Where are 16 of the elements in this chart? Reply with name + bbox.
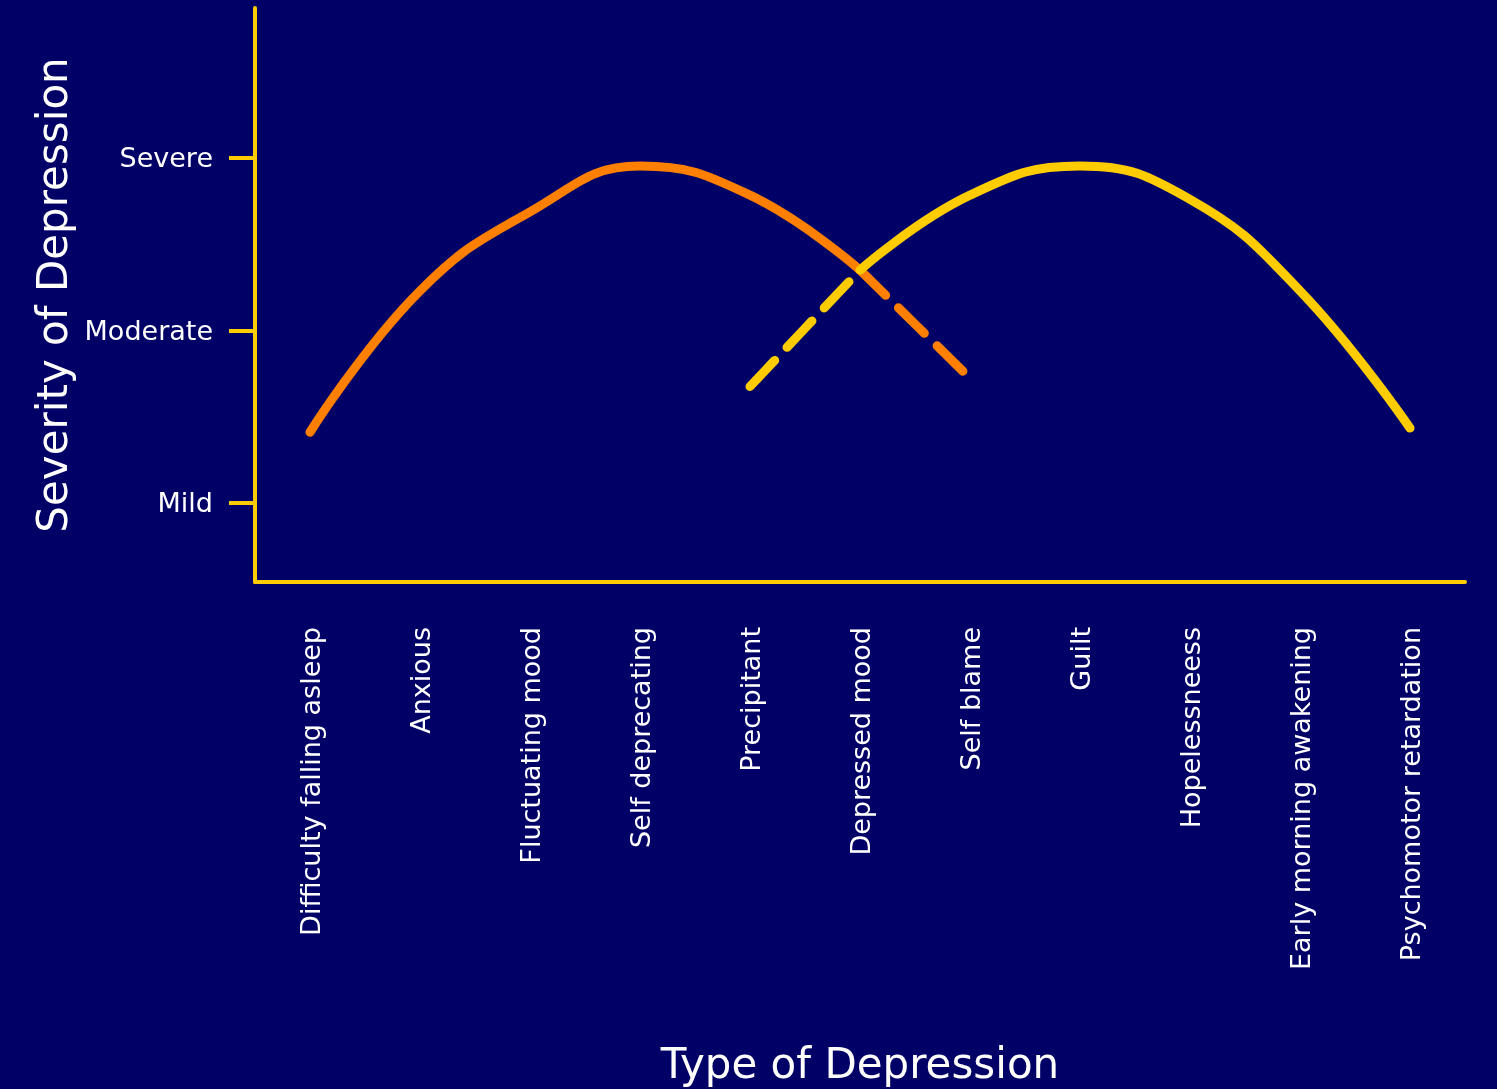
x-tick-label: Fluctuating mood [514, 627, 546, 864]
x-tick-label: Guilt [1064, 627, 1096, 691]
x-tick-label: Depressed mood [844, 627, 876, 856]
x-axis-title: Type of Depression [659, 1038, 1060, 1088]
x-tick-label: Early morning awakening [1284, 627, 1316, 970]
x-tick-label: Anxious [404, 627, 436, 734]
y-axis-title: Severity of Depression [28, 57, 78, 533]
text: Severe [119, 142, 213, 174]
x-tick-label: Hopelessneess [1174, 627, 1206, 829]
x-tick-label: Precipitant [734, 627, 766, 772]
x-tick-label: Difficulty falling asleep [294, 627, 326, 936]
x-tick-label: Psychomotor retardation [1394, 627, 1426, 962]
text: Moderate [84, 314, 213, 346]
text: Mild [157, 487, 213, 519]
x-tick-label: Self blame [954, 627, 986, 771]
x-tick-label: Self deprecating [624, 627, 656, 849]
